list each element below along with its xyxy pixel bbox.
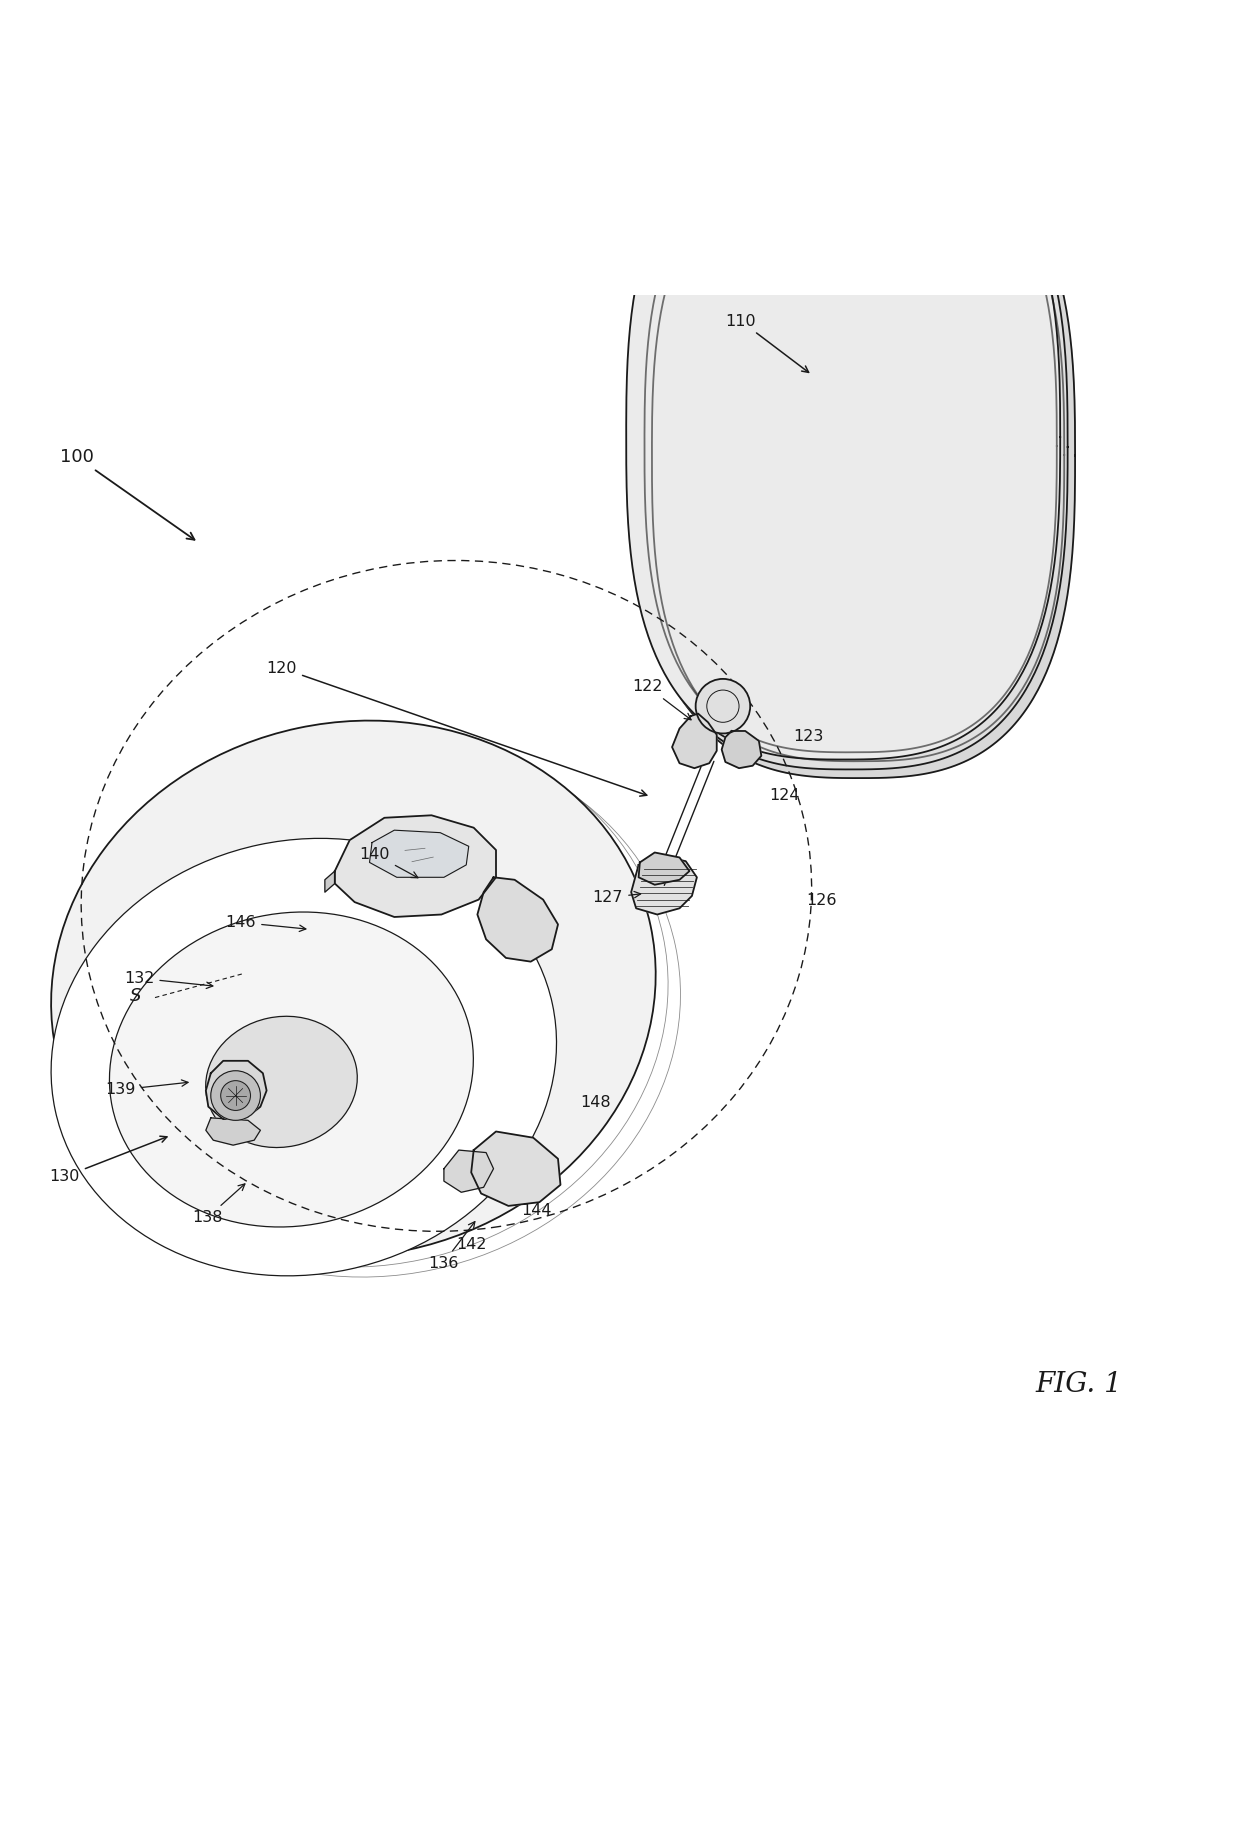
Text: FIG. 1: FIG. 1 bbox=[1035, 1372, 1122, 1397]
Polygon shape bbox=[631, 854, 697, 914]
Polygon shape bbox=[641, 134, 1075, 777]
Ellipse shape bbox=[51, 721, 656, 1257]
Polygon shape bbox=[335, 816, 496, 916]
Text: 127: 127 bbox=[593, 891, 641, 905]
Text: 138: 138 bbox=[192, 1183, 244, 1225]
Ellipse shape bbox=[109, 913, 474, 1227]
Text: 124: 124 bbox=[769, 788, 800, 803]
Polygon shape bbox=[639, 852, 689, 885]
Polygon shape bbox=[370, 830, 469, 878]
Text: S: S bbox=[130, 988, 141, 1006]
Text: 126: 126 bbox=[806, 893, 837, 907]
Text: 130: 130 bbox=[50, 1136, 167, 1183]
Text: 110: 110 bbox=[725, 313, 808, 373]
Text: 140: 140 bbox=[360, 847, 418, 878]
Ellipse shape bbox=[206, 1017, 357, 1147]
Polygon shape bbox=[722, 732, 761, 768]
Text: 123: 123 bbox=[794, 730, 823, 744]
Polygon shape bbox=[672, 713, 717, 768]
Text: 139: 139 bbox=[105, 1079, 188, 1097]
Circle shape bbox=[211, 1070, 260, 1121]
Polygon shape bbox=[325, 871, 335, 893]
Text: 146: 146 bbox=[226, 914, 306, 931]
Polygon shape bbox=[471, 1132, 560, 1205]
Polygon shape bbox=[477, 878, 558, 962]
Text: 136: 136 bbox=[428, 1222, 475, 1271]
Text: 132: 132 bbox=[124, 971, 213, 988]
Text: 142: 142 bbox=[456, 1236, 487, 1253]
Polygon shape bbox=[634, 124, 1068, 770]
Polygon shape bbox=[206, 1118, 260, 1145]
Circle shape bbox=[221, 1081, 250, 1110]
Circle shape bbox=[696, 679, 750, 733]
Ellipse shape bbox=[51, 838, 557, 1277]
Polygon shape bbox=[626, 115, 1060, 759]
Polygon shape bbox=[206, 1061, 267, 1119]
Polygon shape bbox=[444, 1150, 494, 1193]
Text: 144: 144 bbox=[521, 1203, 552, 1218]
Text: 122: 122 bbox=[632, 679, 691, 721]
Text: 120: 120 bbox=[267, 660, 647, 796]
Text: 100: 100 bbox=[60, 448, 195, 540]
Text: 148: 148 bbox=[580, 1096, 611, 1110]
